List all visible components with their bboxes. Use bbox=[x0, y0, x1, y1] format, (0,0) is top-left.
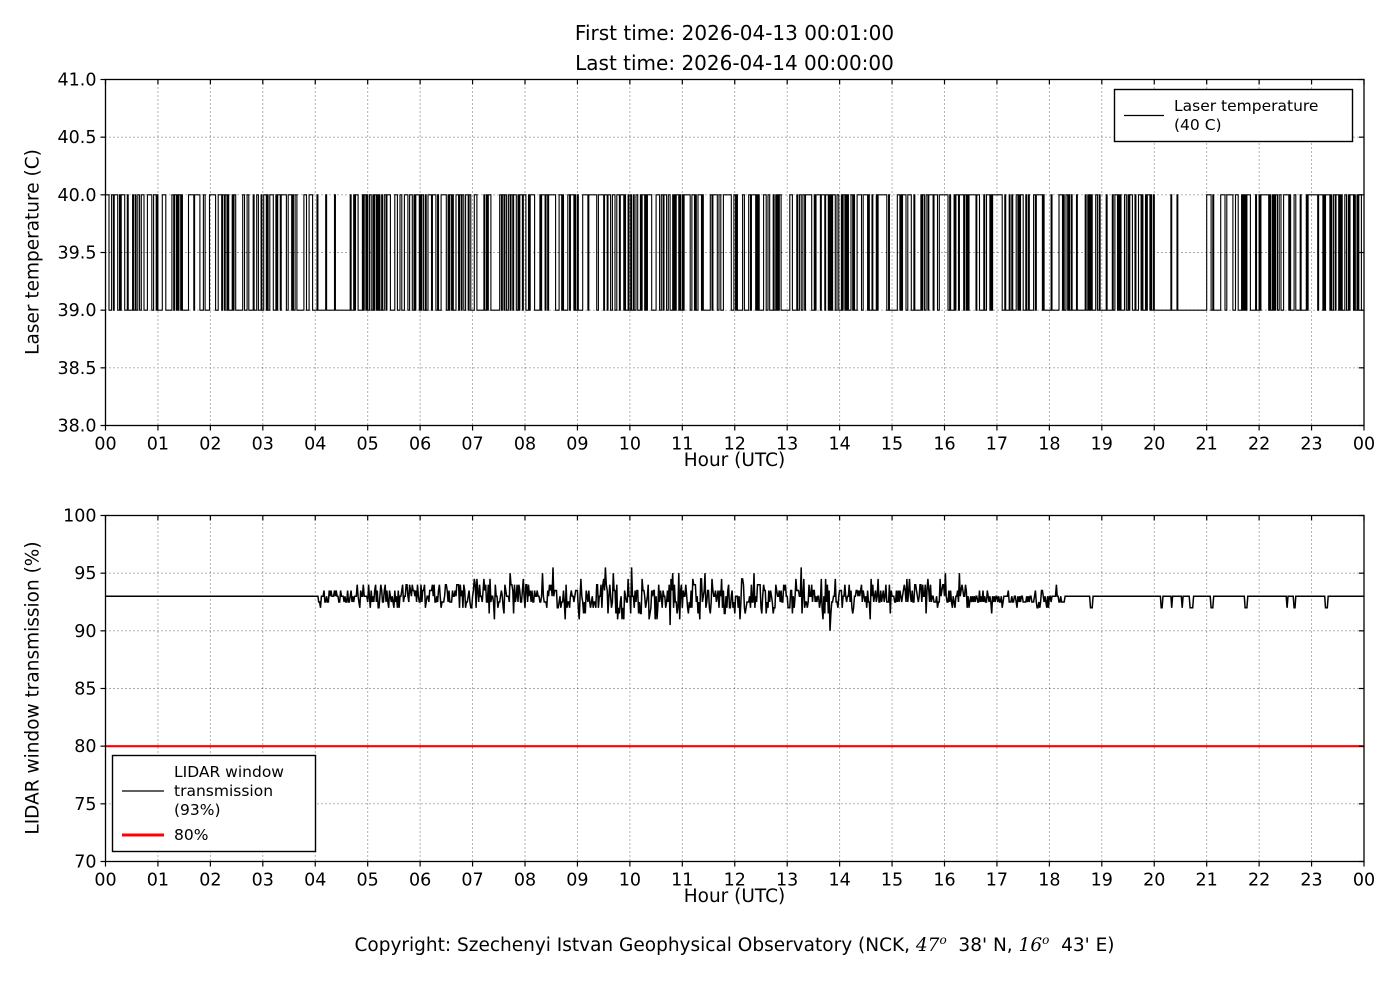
x-tick-label: 15 bbox=[881, 871, 903, 891]
y-tick-label: 39.5 bbox=[58, 244, 97, 264]
y-tick-label: 40.5 bbox=[58, 128, 97, 148]
x-axis-label-hour-utc-top: Hour (UTC) bbox=[683, 450, 786, 471]
x-tick-label: 03 bbox=[252, 871, 274, 891]
x-tick-label: 04 bbox=[304, 435, 326, 455]
y-axis-label-window-transmission: LIDAR window transmission (%) bbox=[22, 541, 44, 835]
y-tick-label: 39.0 bbox=[58, 301, 97, 321]
chart-title-first-time: First time: 2026-04-13 00:01:00 bbox=[574, 21, 895, 45]
legend-label: (93%) bbox=[174, 801, 221, 819]
x-tick-label: 19 bbox=[1091, 871, 1113, 891]
y-tick-label: 41.0 bbox=[58, 71, 97, 91]
x-tick-label: 03 bbox=[252, 435, 274, 455]
x-tick-label: 08 bbox=[514, 435, 536, 455]
x-tick-label: 12 bbox=[724, 871, 746, 891]
x-tick-label: 09 bbox=[566, 871, 588, 891]
x-tick-label: 17 bbox=[986, 435, 1008, 455]
x-tick-label: 04 bbox=[304, 871, 326, 891]
x-tick-label: 12 bbox=[724, 435, 746, 455]
x-tick-label: 01 bbox=[147, 435, 169, 455]
y-tick-label: 80 bbox=[74, 737, 96, 757]
x-tick-label: 14 bbox=[828, 435, 850, 455]
chart-title-last-time: Last time: 2026-04-14 00:00:00 bbox=[575, 51, 894, 75]
y-tick-label: 38.0 bbox=[58, 417, 97, 437]
x-tick-label: 21 bbox=[1196, 435, 1218, 455]
x-tick-label: 13 bbox=[776, 435, 798, 455]
x-tick-label: 14 bbox=[828, 871, 850, 891]
longitude-degrees: 16 bbox=[1018, 935, 1043, 956]
x-tick-label: 00 bbox=[94, 871, 116, 891]
x-tick-label: 19 bbox=[1091, 435, 1113, 455]
y-tick-label: 100 bbox=[63, 507, 96, 527]
y-tick-label: 85 bbox=[74, 680, 96, 700]
y-tick-label: 40.0 bbox=[58, 186, 97, 206]
x-tick-label: 11 bbox=[671, 871, 693, 891]
x-tick-label: 00 bbox=[94, 435, 116, 455]
x-tick-label: 17 bbox=[986, 871, 1008, 891]
x-tick-label: 01 bbox=[147, 871, 169, 891]
latitude-minutes: 38' N, bbox=[946, 935, 1019, 956]
laser-temperature-series bbox=[105, 194, 1364, 311]
x-tick-label: 21 bbox=[1196, 871, 1218, 891]
x-tick-label: 06 bbox=[409, 435, 431, 455]
x-tick-label: 02 bbox=[199, 435, 221, 455]
longitude-minutes: 43' E) bbox=[1049, 935, 1115, 956]
x-tick-label: 02 bbox=[199, 871, 221, 891]
x-tick-label: 18 bbox=[1038, 435, 1060, 455]
x-tick-label: 15 bbox=[881, 435, 903, 455]
copyright-prefix: Copyright: Szechenyi Istvan Geophysical … bbox=[354, 935, 916, 956]
laser-temperature-chart: 00 01 02 03 04 05 06 07 08 09 10 11 12 13 14 15 16 17 18 19… bbox=[58, 71, 1376, 455]
legend-label: (40 C) bbox=[1174, 116, 1222, 134]
y-tick-label: 38.5 bbox=[58, 359, 97, 379]
legend-label: transmission bbox=[174, 782, 273, 800]
legend-label: Laser temperature bbox=[1174, 97, 1318, 115]
x-tick-label: 08 bbox=[514, 871, 536, 891]
x-tick-label: 10 bbox=[619, 435, 641, 455]
y-tick-label: 75 bbox=[74, 795, 96, 815]
degree-symbol-lat: o bbox=[939, 932, 947, 947]
x-tick-label: 22 bbox=[1248, 435, 1270, 455]
x-tick-label: 23 bbox=[1300, 435, 1322, 455]
legend-label: LIDAR window bbox=[174, 763, 284, 781]
x-tick-label: 07 bbox=[461, 435, 483, 455]
x-tick-label: 00 bbox=[1353, 435, 1375, 455]
x-tick-label: 06 bbox=[409, 871, 431, 891]
x-axis-label-hour-utc-bottom: Hour (UTC) bbox=[683, 886, 786, 907]
degree-symbol-lon: o bbox=[1042, 932, 1050, 947]
y-tick-label: 70 bbox=[74, 853, 96, 873]
y-axis-label-laser-temperature: Laser temperature (C) bbox=[22, 149, 44, 355]
window-transmission-chart: 00 01 02 03 04 05 06 07 08 09 10 11 12 13 14 15 16 17 18 19… bbox=[63, 507, 1375, 891]
x-tick-label: 22 bbox=[1248, 871, 1270, 891]
x-tick-label: 20 bbox=[1143, 435, 1165, 455]
x-tick-label: 09 bbox=[566, 435, 588, 455]
x-tick-label: 05 bbox=[357, 871, 379, 891]
x-tick-label: 07 bbox=[461, 871, 483, 891]
x-tick-label: 20 bbox=[1143, 871, 1165, 891]
x-tick-label: 16 bbox=[933, 435, 955, 455]
x-tick-label: 23 bbox=[1300, 871, 1322, 891]
x-tick-label: 18 bbox=[1038, 871, 1060, 891]
copyright-text: Copyright: Szechenyi Istvan Geophysical … bbox=[105, 932, 1364, 956]
x-tick-label: 16 bbox=[933, 871, 955, 891]
y-tick-label: 90 bbox=[74, 622, 96, 642]
window-transmission-series bbox=[105, 567, 1364, 631]
x-tick-label: 13 bbox=[776, 871, 798, 891]
legend-label: 80% bbox=[174, 826, 208, 844]
x-tick-label: 00 bbox=[1353, 871, 1375, 891]
x-tick-label: 05 bbox=[357, 435, 379, 455]
x-tick-label: 11 bbox=[671, 435, 693, 455]
y-tick-label: 95 bbox=[74, 564, 96, 584]
x-tick-label: 10 bbox=[619, 871, 641, 891]
latitude-degrees: 47 bbox=[915, 935, 940, 956]
